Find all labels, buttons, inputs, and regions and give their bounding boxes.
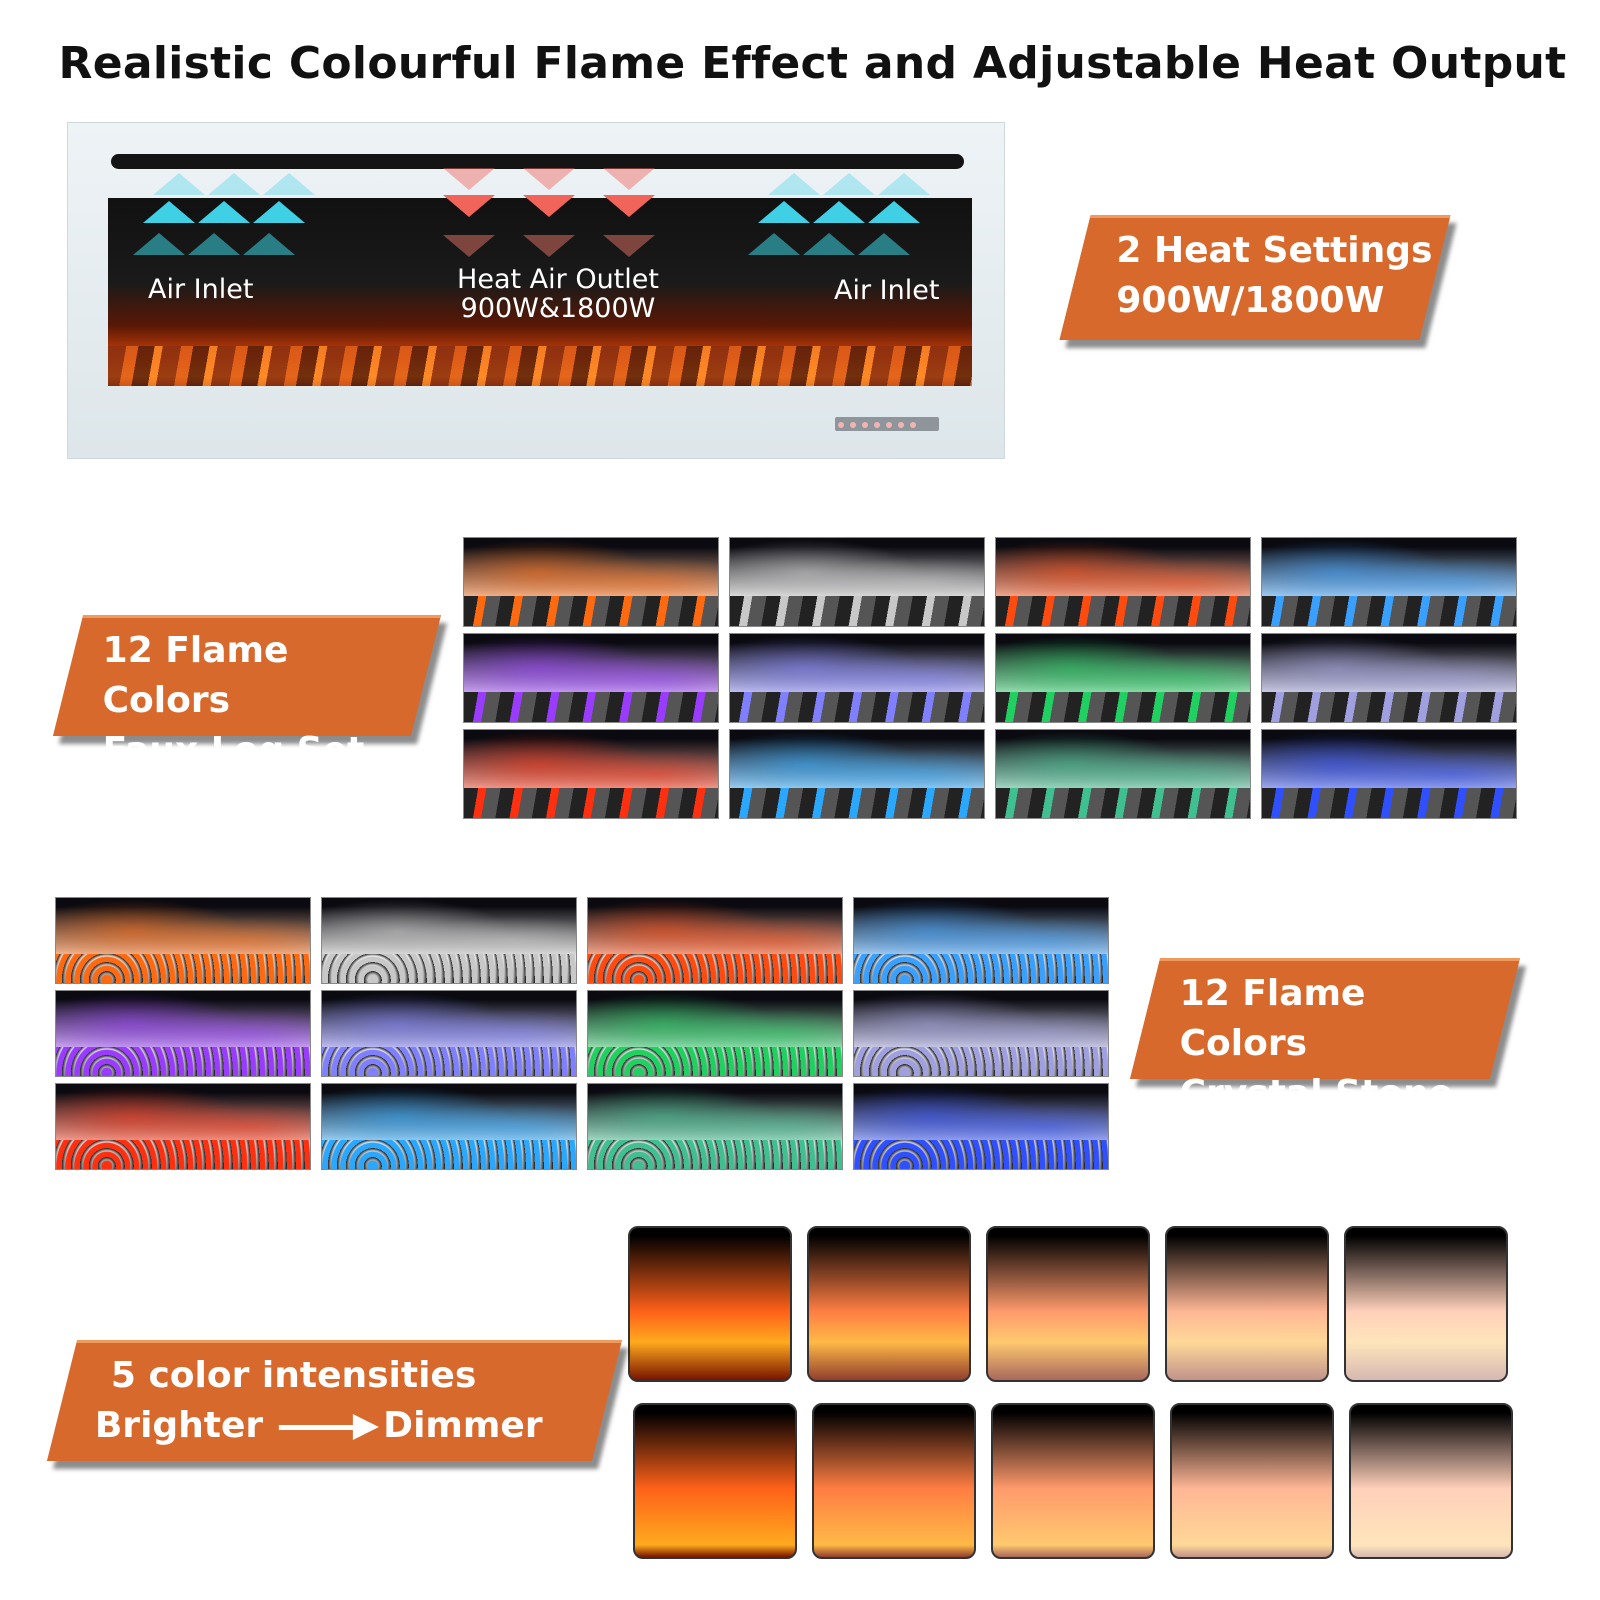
air-inlet-label-right: Air Inlet bbox=[834, 275, 940, 306]
intensity-row-flame bbox=[633, 1403, 1513, 1559]
intensity-row-log bbox=[628, 1226, 1508, 1382]
arrow-down-icon bbox=[523, 235, 575, 257]
heat-settings-badge: 2 Heat Settings 900W/1800W bbox=[1059, 215, 1451, 340]
arrow-down-icon bbox=[603, 168, 655, 190]
fireplace-screen bbox=[108, 198, 972, 386]
intensity-thumbnail bbox=[1349, 1403, 1513, 1559]
arrow-down-icon bbox=[443, 195, 495, 217]
arrow-down-icon bbox=[603, 195, 655, 217]
arrow-up-icon bbox=[198, 201, 250, 223]
crystal-flame-thumbnail bbox=[853, 1083, 1109, 1170]
crystal-flame-thumbnail bbox=[321, 897, 577, 984]
intensity-thumbnail bbox=[1170, 1403, 1334, 1559]
badge-line: Crystal Stone bbox=[1179, 1073, 1453, 1114]
heat-vent bbox=[111, 154, 964, 169]
intensity-thumbnail bbox=[991, 1403, 1155, 1559]
arrow-up-icon bbox=[878, 173, 930, 195]
heat-outlet-label: Heat Air Outlet 900W&1800W bbox=[448, 265, 668, 323]
crystal-flame-thumbnail bbox=[853, 990, 1109, 1077]
arrow-up-icon bbox=[868, 201, 920, 223]
badge-line: 12 Flame Colors bbox=[102, 630, 289, 721]
badge-line: 2 Heat Settings bbox=[1116, 230, 1433, 271]
arrow-right-icon bbox=[279, 1424, 360, 1430]
crystal-flame-thumbnail bbox=[587, 1083, 843, 1170]
log-flame-thumbnail bbox=[463, 729, 719, 819]
crystal-flame-thumbnail bbox=[321, 990, 577, 1077]
log-flame-thumbnail bbox=[1261, 537, 1517, 627]
arrow-up-icon bbox=[253, 201, 305, 223]
arrow-up-icon bbox=[188, 233, 240, 255]
crystal-flame-thumbnail bbox=[587, 897, 843, 984]
heat-outlet-title: Heat Air Outlet bbox=[457, 264, 659, 295]
intensity-thumbnail bbox=[807, 1226, 971, 1382]
brighter-label: Brighter bbox=[94, 1405, 264, 1446]
badge-line: 900W/1800W bbox=[1116, 280, 1385, 321]
crystal-stone-color-grid bbox=[55, 897, 1109, 1170]
crystal-flame-thumbnail bbox=[587, 990, 843, 1077]
log-flame-thumbnail bbox=[1261, 729, 1517, 819]
faux-log-color-grid bbox=[463, 537, 1517, 819]
intensity-thumbnail bbox=[1344, 1226, 1508, 1382]
page-title: Realistic Colourful Flame Effect and Adj… bbox=[58, 38, 1567, 89]
arrow-down-icon bbox=[603, 235, 655, 257]
arrow-up-icon bbox=[858, 233, 910, 255]
arrow-up-icon bbox=[758, 201, 810, 223]
log-flame-thumbnail bbox=[995, 537, 1251, 627]
control-panel bbox=[835, 417, 939, 431]
arrow-up-icon bbox=[208, 173, 260, 195]
log-flame-thumbnail bbox=[729, 729, 985, 819]
air-inlet-label-left: Air Inlet bbox=[148, 274, 254, 305]
arrow-down-icon bbox=[443, 168, 495, 190]
arrow-up-icon bbox=[133, 233, 185, 255]
faux-logs bbox=[108, 346, 972, 386]
log-flame-thumbnail bbox=[729, 537, 985, 627]
crystal-stone-badge: 12 Flame Colors Crystal Stone bbox=[1129, 958, 1521, 1114]
fireplace-image: Air Inlet Heat Air Outlet 900W&1800W Air… bbox=[67, 122, 1005, 459]
intensity-thumbnail bbox=[812, 1403, 976, 1559]
dimmer-label: Dimmer bbox=[383, 1405, 543, 1446]
log-flame-thumbnail bbox=[463, 633, 719, 723]
heat-outlet-wattage: 900W&1800W bbox=[460, 293, 656, 324]
intensity-thumbnail bbox=[628, 1226, 792, 1382]
badge-line: 5 color intensities bbox=[110, 1355, 477, 1396]
log-flame-thumbnail bbox=[729, 633, 985, 723]
intensity-thumbnail bbox=[633, 1403, 797, 1559]
faux-log-badge: 12 Flame Colors Faux Log Set bbox=[52, 615, 442, 771]
arrow-up-icon bbox=[143, 201, 195, 223]
arrow-down-icon bbox=[443, 235, 495, 257]
crystal-flame-thumbnail bbox=[55, 990, 311, 1077]
log-flame-thumbnail bbox=[995, 633, 1251, 723]
arrow-up-icon bbox=[748, 233, 800, 255]
arrow-up-icon bbox=[153, 173, 205, 195]
intensity-badge: 5 color intensities Brighter Dimmer bbox=[46, 1340, 623, 1461]
log-flame-thumbnail bbox=[463, 537, 719, 627]
crystal-flame-thumbnail bbox=[55, 1083, 311, 1170]
log-flame-thumbnail bbox=[1261, 633, 1517, 723]
arrow-up-icon bbox=[813, 201, 865, 223]
arrow-up-icon bbox=[768, 173, 820, 195]
crystal-flame-thumbnail bbox=[321, 1083, 577, 1170]
crystal-flame-thumbnail bbox=[55, 897, 311, 984]
crystal-flame-thumbnail bbox=[853, 897, 1109, 984]
intensity-thumbnail bbox=[986, 1226, 1150, 1382]
intensity-thumbnail bbox=[1165, 1226, 1329, 1382]
arrow-up-icon bbox=[243, 233, 295, 255]
arrow-up-icon bbox=[823, 173, 875, 195]
badge-line: Faux Log Set bbox=[102, 730, 365, 771]
arrow-down-icon bbox=[523, 195, 575, 217]
arrow-down-icon bbox=[523, 168, 575, 190]
arrow-up-icon bbox=[803, 233, 855, 255]
badge-line: 12 Flame Colors bbox=[1179, 973, 1366, 1064]
log-flame-thumbnail bbox=[995, 729, 1251, 819]
arrow-up-icon bbox=[263, 173, 315, 195]
